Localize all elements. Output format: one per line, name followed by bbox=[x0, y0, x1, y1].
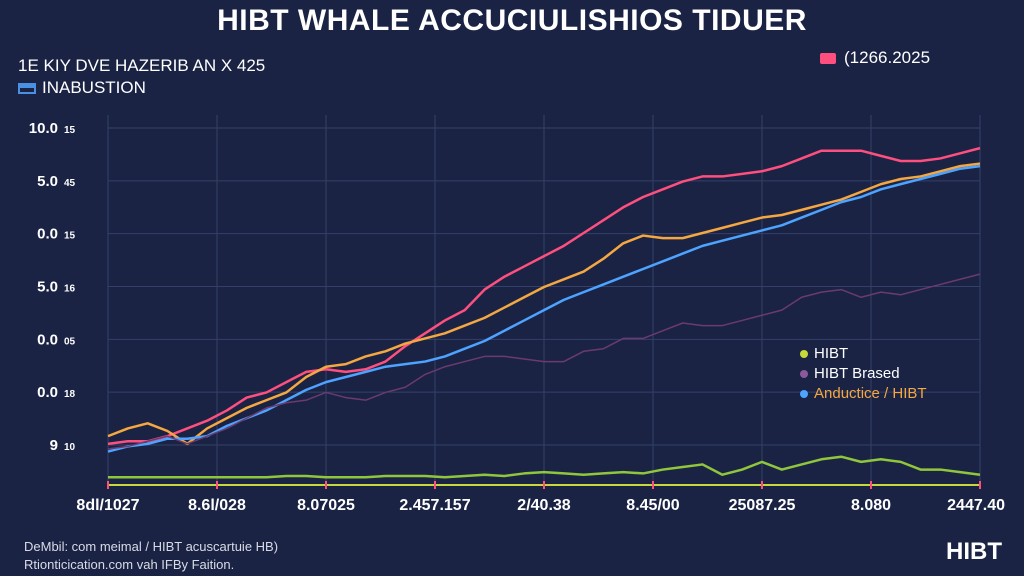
series-line bbox=[107, 162, 981, 446]
y-tick-label: 0.0 bbox=[37, 384, 58, 401]
source-note: DeMbil: com meimal / HIBT acuscartuie HB… bbox=[24, 538, 278, 574]
y-tick-minor-label: 15 bbox=[64, 125, 76, 136]
x-tick-label: 25087.25 bbox=[729, 497, 796, 514]
legend-item: HIBT Brased bbox=[800, 364, 927, 384]
y-tick-label: 0.0 bbox=[37, 331, 58, 348]
y-tick-minor-label: 45 bbox=[64, 178, 76, 189]
chart-legend: HIBT HIBT Brased Anductice / HIBT bbox=[800, 344, 927, 404]
subtitle-secondary-text: INABUSTION bbox=[42, 78, 146, 97]
x-tick-label: 2.457.157 bbox=[399, 497, 470, 514]
x-tick-label: 8dl/1027 bbox=[76, 497, 139, 514]
source-line-2: Rtionticication.com vah IFBy Faition. bbox=[24, 557, 235, 572]
chart-subtitle: 1E KIY DVE HAZERIB AN X 425 bbox=[18, 56, 265, 76]
y-tick-minor-label: 16 bbox=[64, 284, 76, 295]
x-axis: 8dl/1027 8.6l/028 8.07025 2.457.157 2/40.38 8… bbox=[76, 481, 1005, 514]
x-tick-label: 8.080 bbox=[851, 497, 891, 514]
legend-swatch bbox=[800, 350, 808, 358]
top-legend: (1266.2025 bbox=[820, 48, 930, 68]
top-legend-label: (1266.2025 bbox=[844, 48, 931, 67]
series-line bbox=[108, 455, 981, 479]
y-tick-label: 0.0 bbox=[37, 226, 58, 243]
legend-label: HIBT Brased bbox=[814, 365, 900, 382]
legend-label: HIBT bbox=[814, 345, 849, 362]
legend-label: Anductice / HIBT bbox=[814, 385, 927, 402]
legend-swatch bbox=[800, 390, 808, 398]
legend-item: HIBT bbox=[800, 344, 927, 364]
legend-swatch bbox=[800, 370, 808, 378]
x-tick-label: 8.6l/028 bbox=[188, 497, 246, 514]
y-tick-label: 5.0 bbox=[37, 279, 58, 296]
y-tick-label: 5.0 bbox=[37, 173, 58, 190]
x-tick-label: 8.45/00 bbox=[626, 497, 679, 514]
series-line bbox=[107, 146, 981, 446]
subtitle-secondary: INABUSTION bbox=[18, 78, 146, 98]
chart-series bbox=[107, 146, 981, 479]
x-tick-label: 8.07025 bbox=[297, 497, 355, 514]
x-tick-label: 2447.40 bbox=[947, 497, 1005, 514]
chart-title: HIBT WHALE ACCUCIULISHIOS TIDUER bbox=[217, 4, 807, 37]
chart-grid bbox=[107, 115, 981, 486]
x-tick-label: 2/40.38 bbox=[517, 497, 570, 514]
y-tick-minor-label: 15 bbox=[64, 231, 76, 242]
y-tick-label: 10.0 bbox=[29, 120, 58, 137]
top-legend-swatch bbox=[820, 52, 836, 64]
brand-logo: HIBT bbox=[946, 538, 1002, 565]
series-line bbox=[107, 164, 981, 453]
source-line-1: DeMbil: com meimal / HIBT acuscartuie HB… bbox=[24, 539, 279, 554]
subtitle-text: KIY DVE HAZERIB AN X 425 bbox=[43, 56, 266, 75]
y-tick-minor-label: 05 bbox=[64, 336, 76, 347]
window-icon bbox=[18, 82, 36, 94]
series-line bbox=[107, 273, 981, 450]
y-tick-label: 9 bbox=[50, 437, 58, 454]
legend-item: Anductice / HIBT bbox=[800, 384, 927, 404]
subtitle-prefix: 1E bbox=[18, 56, 39, 75]
y-tick-minor-label: 18 bbox=[64, 389, 76, 400]
y-axis: 10.0 15 5.0 45 0.0 15 5.0 16 0.0 05 0.0 18 9 10 bbox=[29, 120, 76, 454]
y-tick-minor-label: 10 bbox=[64, 442, 76, 453]
